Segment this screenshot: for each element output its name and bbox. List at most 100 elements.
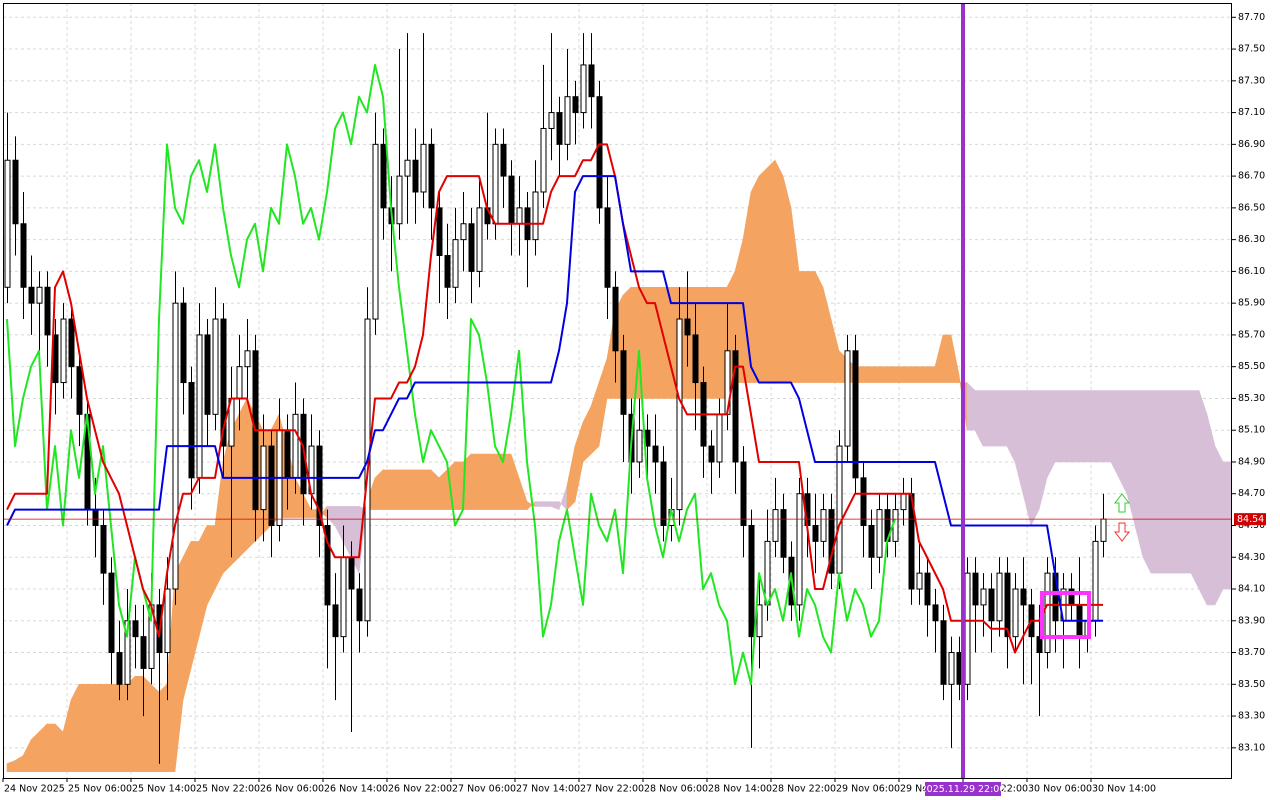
cloud-segment bbox=[534, 501, 544, 507]
y-tick-label: 87.70 bbox=[1238, 12, 1265, 23]
candle-body bbox=[324, 524, 331, 606]
candle-body bbox=[932, 604, 939, 622]
candle-body bbox=[284, 429, 291, 479]
indicator-line bbox=[6, 175, 1103, 622]
cloud-segment bbox=[1174, 390, 1184, 574]
cloud-segment bbox=[902, 366, 912, 383]
cloud-segment bbox=[766, 159, 776, 383]
candle-body bbox=[860, 477, 867, 526]
cloud-segment bbox=[1030, 390, 1040, 526]
y-tick-label: 83.50 bbox=[1238, 679, 1265, 690]
candle-body bbox=[20, 223, 27, 288]
up-arrow bbox=[1113, 493, 1131, 513]
cloud-segment bbox=[398, 469, 408, 510]
x-tick-label: 28 Nov 06:00 bbox=[644, 784, 708, 795]
cloud-segment bbox=[918, 366, 928, 383]
candle-body bbox=[876, 509, 883, 558]
y-tick-label: 84.70 bbox=[1238, 488, 1265, 499]
candle-body bbox=[356, 588, 363, 622]
cloud-segment bbox=[798, 271, 808, 383]
candle-body bbox=[244, 350, 251, 368]
y-tick-label: 84.30 bbox=[1238, 552, 1265, 563]
x-tick-label: 30 Nov 06:00 bbox=[1028, 784, 1092, 795]
current-price-label: 84.54 bbox=[1237, 514, 1264, 525]
y-tick-label: 83.30 bbox=[1238, 711, 1265, 722]
candle-body bbox=[748, 524, 755, 638]
cloud-segment bbox=[878, 366, 888, 383]
candle-body bbox=[372, 143, 379, 320]
cloud-segment bbox=[1158, 390, 1168, 574]
cloud-segment bbox=[926, 366, 936, 383]
candle-body bbox=[12, 159, 19, 225]
candle-body bbox=[60, 318, 67, 384]
candle-body bbox=[236, 366, 243, 399]
x-tick-label: 27 Nov 22:00 bbox=[580, 784, 644, 795]
cloud-segment bbox=[78, 684, 88, 772]
candle-body bbox=[716, 413, 723, 463]
cloud-segment bbox=[814, 271, 824, 383]
y-tick-label: 86.50 bbox=[1238, 202, 1265, 213]
candle-body bbox=[76, 366, 83, 415]
cloud-segment bbox=[542, 501, 552, 507]
cloud-segment bbox=[862, 366, 872, 383]
candle-body bbox=[948, 652, 955, 685]
cloud-segment bbox=[1078, 390, 1088, 463]
candle-body bbox=[852, 350, 859, 479]
x-tick-label: 27 Nov 06:00 bbox=[452, 784, 516, 795]
candle-body bbox=[132, 620, 139, 638]
candle-body bbox=[1020, 588, 1027, 606]
y-tick-label: 83.90 bbox=[1238, 615, 1265, 626]
cloud-segment bbox=[414, 469, 424, 510]
candle-body bbox=[468, 223, 475, 272]
cloud-segment bbox=[70, 684, 80, 772]
candle-body bbox=[1004, 572, 1011, 638]
x-tick-label: 24 Nov 2025 bbox=[4, 784, 65, 795]
candle-body bbox=[412, 159, 419, 193]
candle-body bbox=[508, 175, 515, 225]
candle-body bbox=[180, 302, 187, 384]
cloud-segment bbox=[1198, 390, 1208, 606]
y-tick-label: 85.30 bbox=[1238, 393, 1265, 404]
cloud-segment bbox=[806, 271, 816, 383]
cloud-segment bbox=[982, 390, 992, 447]
candle-body bbox=[68, 318, 75, 368]
candle-body bbox=[340, 556, 347, 638]
candle-body bbox=[36, 286, 43, 304]
candle-body bbox=[988, 588, 995, 622]
cloud-segment bbox=[390, 469, 400, 510]
candle-body bbox=[268, 445, 275, 526]
cloud-segment bbox=[158, 683, 168, 772]
y-tick-label: 87.50 bbox=[1238, 44, 1265, 55]
x-tick-label: 30 Nov 14:00 bbox=[1092, 784, 1156, 795]
candle-body bbox=[916, 572, 923, 590]
line-layer bbox=[6, 63, 1103, 686]
cloud-segment bbox=[1094, 390, 1104, 463]
candle-body bbox=[420, 143, 427, 193]
x-tick-label: 26 Nov 14:00 bbox=[324, 784, 388, 795]
down-arrow bbox=[1113, 522, 1131, 542]
candle-body bbox=[572, 96, 579, 114]
cloud-segment bbox=[998, 390, 1008, 447]
x-tick-label: 28 Nov 14:00 bbox=[708, 784, 772, 795]
overlay-layer bbox=[3, 3, 1232, 778]
candle-body bbox=[540, 127, 547, 193]
candle-body bbox=[972, 572, 979, 606]
cloud-segment bbox=[990, 390, 1000, 447]
candle-body bbox=[124, 620, 131, 685]
y-tick-label: 85.50 bbox=[1238, 361, 1265, 372]
cloud-segment bbox=[134, 676, 144, 772]
candle-body bbox=[556, 112, 563, 145]
x-tick-label: 25 Nov 22:00 bbox=[196, 784, 260, 795]
cloud-segment bbox=[1110, 390, 1120, 478]
candle-body bbox=[188, 382, 195, 479]
y-tick-label: 85.90 bbox=[1238, 298, 1265, 309]
y-tick-label: 84.50 bbox=[1238, 520, 1265, 531]
candle-body bbox=[460, 223, 467, 241]
indicator-line bbox=[6, 63, 896, 686]
x-tick-label: 28 Nov 22:00 bbox=[772, 784, 836, 795]
candle-body bbox=[996, 572, 1003, 622]
y-tick-label: 86.30 bbox=[1238, 234, 1265, 245]
current-price-box bbox=[1234, 513, 1266, 526]
candle-body bbox=[844, 350, 851, 447]
